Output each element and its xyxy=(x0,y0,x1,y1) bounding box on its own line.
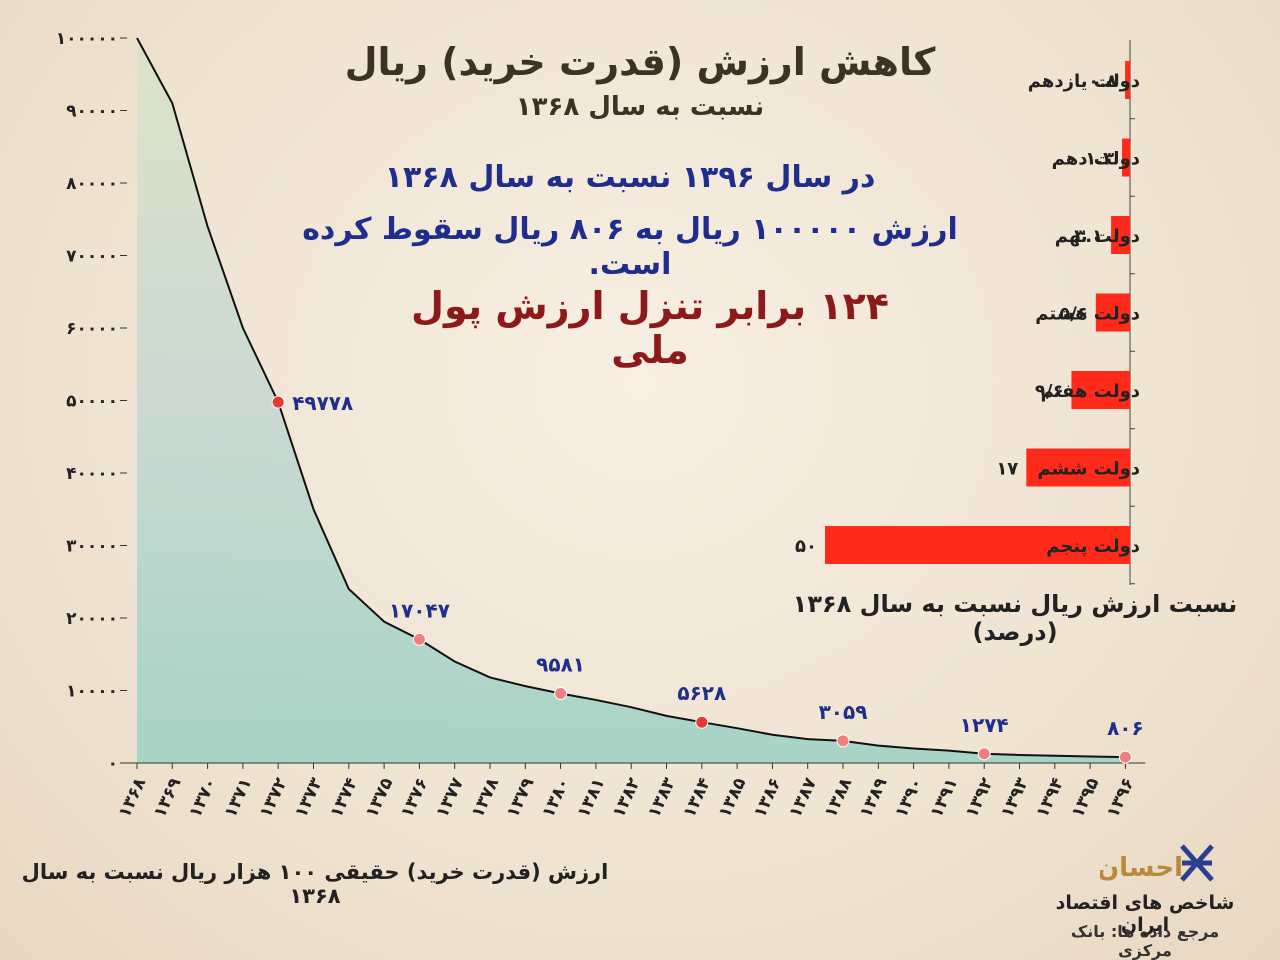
y-tick-label: ۴۰۰۰۰ xyxy=(66,464,118,484)
data-label: ۳۰۵۹ xyxy=(819,700,868,724)
brand-name: شاخص های اقتصاد ایران xyxy=(1055,892,1235,936)
y-tick-label: ۱۰۰۰۰ xyxy=(66,682,118,702)
bar xyxy=(1026,448,1130,487)
bar xyxy=(1122,138,1130,177)
banknote-area xyxy=(137,38,1126,763)
bar-value-label: ۳.۱ xyxy=(1074,226,1103,247)
data-point-marker xyxy=(836,734,850,748)
bar-value-label: ۰.۸ xyxy=(1088,71,1117,92)
bar-category-label: دولت نهم xyxy=(1055,226,1140,247)
bar xyxy=(825,526,1130,564)
data-point-marker xyxy=(1118,750,1132,764)
logo-text: احسان xyxy=(1100,853,1183,883)
series-line xyxy=(136,37,1126,759)
bar-value-label: ۹/۶ xyxy=(1035,381,1064,402)
data-label: ۱۷۰۴۷ xyxy=(389,598,450,622)
bar-category-label: دولت هشتم xyxy=(1035,304,1140,325)
data-label: ۴۹۷۷۸ xyxy=(292,391,353,415)
bar-category-label: دولت ششم xyxy=(1037,459,1140,480)
bar-chart-xlabel: نسبت ارزش ریال نسبت به سال ۱۳۶۸ (درصد) xyxy=(792,590,1238,646)
y-tick-label: ۵۰۰۰۰ xyxy=(66,392,118,412)
bar-category-label: دولت هفتم xyxy=(1041,381,1140,402)
summary-line-2: ارزش ۱۰۰۰۰۰ ریال به ۸۰۶ ریال سقوط کرده ا… xyxy=(302,212,958,282)
y-tick-label: ۸۰۰۰۰ xyxy=(66,174,118,194)
data-label: ۱۲۷۴ xyxy=(960,713,1009,737)
summary-line-1: در سال ۱۳۹۶ نسبت به سال ۱۳۶۸ xyxy=(384,160,876,195)
data-point-marker xyxy=(271,395,285,409)
summary-headline: ۱۲۴ برابر تنزل ارزش پول ملی xyxy=(410,284,890,372)
y-tick-label: ۹۰۰۰۰ xyxy=(66,102,118,122)
data-label: ۸۰۶ xyxy=(1107,716,1144,740)
line-chart-caption: ارزش (قدرت خرید) حقیقی ۱۰۰ هزار ریال نسب… xyxy=(21,860,609,908)
ehsan-logo-icon: احسان xyxy=(1100,844,1214,883)
y-tick-label: ۶۰۰۰۰ xyxy=(66,319,118,339)
data-label: ۵۶۲۸ xyxy=(677,681,726,705)
bar-category-label: دولت دهم xyxy=(1052,149,1140,170)
data-point-marker xyxy=(412,632,426,646)
y-tick-label: ۲۰۰۰۰ xyxy=(66,609,118,629)
bar-value-label: ۱.۳ xyxy=(1085,149,1114,170)
data-label: ۹۵۸۱ xyxy=(536,653,585,677)
page-title: کاهش ارزش (قدرت خرید) ریال xyxy=(344,40,936,84)
page-subtitle: نسبت به سال ۱۳۶۸ xyxy=(515,92,765,122)
bar xyxy=(1125,61,1130,99)
bar-value-label: ۱۷ xyxy=(996,459,1018,480)
bar xyxy=(1071,371,1130,409)
data-point-marker xyxy=(695,715,709,729)
bar-value-label: ۵۰ xyxy=(795,536,817,557)
bar-category-label: دولت یازدهم xyxy=(1028,71,1140,92)
y-tick-label: ۳۰۰۰۰ xyxy=(66,537,118,557)
y-tick-label: ۷۰۰۰۰ xyxy=(66,247,118,267)
data-point-marker xyxy=(554,687,568,701)
data-source: مرجع داده ها: بانک مرکزی xyxy=(1070,922,1220,960)
y-tick-label: ۰ xyxy=(108,754,118,774)
bar xyxy=(1095,293,1130,332)
data-point-marker xyxy=(977,747,991,761)
bar-category-label: دولت پنجم xyxy=(1046,536,1140,557)
bar xyxy=(1111,216,1130,254)
y-tick-label: ۱۰۰۰۰۰ xyxy=(56,29,118,49)
bar-value-label: ۵/۶ xyxy=(1059,304,1088,325)
